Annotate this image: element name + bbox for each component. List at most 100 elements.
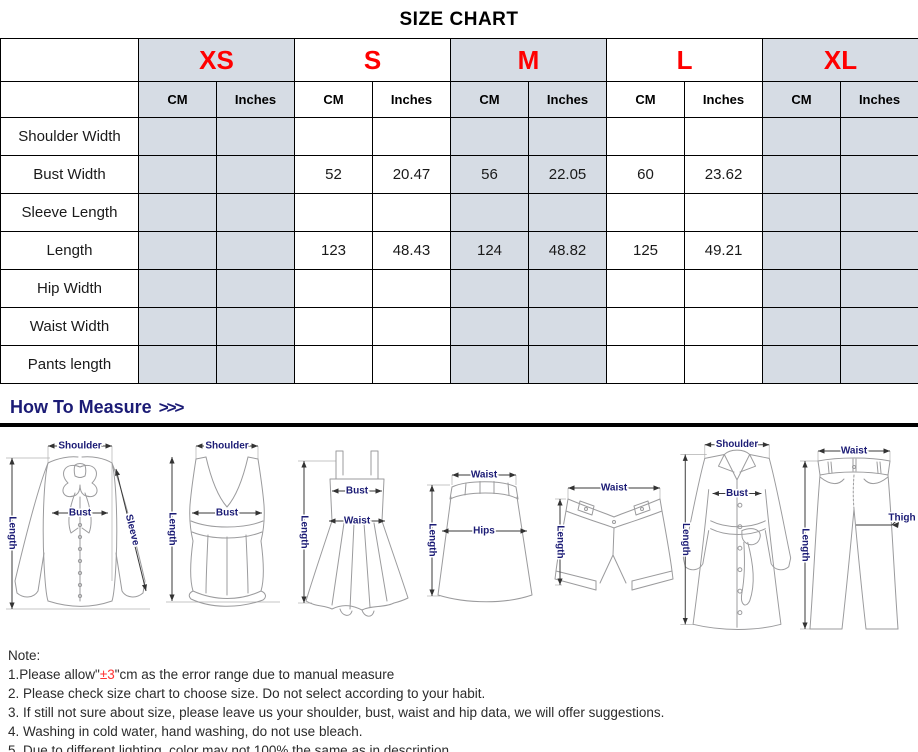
size-header-xs: XS: [138, 38, 295, 82]
error-range-value: ±3: [99, 667, 115, 682]
value-cell: [294, 193, 373, 232]
value-cell: [294, 345, 373, 384]
value-cell: [372, 269, 451, 308]
label-length: Length: [800, 528, 811, 561]
figure-skirt: Waist Hips Length: [425, 468, 533, 603]
value-cell: [216, 269, 295, 308]
value-cell: [606, 193, 686, 232]
value-cell: [762, 269, 842, 308]
value-cell: [294, 269, 373, 308]
value-cell: [216, 193, 295, 232]
value-cell: [216, 345, 295, 384]
value-cell: [840, 193, 918, 232]
label-length: Length: [555, 525, 566, 558]
row-label: Hip Width: [0, 269, 139, 308]
label-sleeve: Sleeve: [123, 513, 141, 547]
value-cell: 56: [450, 155, 529, 194]
figure-tank-top: Shoulder Length Bust: [165, 439, 280, 607]
value-cell: [606, 345, 686, 384]
size-header-m: M: [449, 38, 608, 82]
value-cell: [840, 231, 918, 270]
value-cell: 48.82: [527, 231, 608, 270]
unit-header-l-cm: CM: [606, 81, 686, 118]
value-cell: [450, 307, 529, 346]
value-cell: [138, 307, 217, 346]
label-length: Length: [427, 523, 438, 556]
unit-header-l-inches: Inches: [684, 81, 764, 118]
figure-blouse: Shoulder Length Bust Sleeve: [5, 439, 150, 610]
note-line-4: 4. Washing in cold water, hand washing, …: [8, 724, 363, 739]
value-cell: 23.62: [684, 155, 764, 194]
unit-header-xl-inches: Inches: [840, 81, 918, 118]
value-cell: [450, 345, 529, 384]
value-cell: [840, 345, 918, 384]
unit-header-m-inches: Inches: [527, 81, 608, 118]
measure-figures: Shoulder Length Bust Sleeve Shoulder Len…: [0, 433, 918, 638]
value-cell: [216, 155, 295, 194]
note-line-5: 5. Due to different lighting, color may …: [8, 743, 453, 752]
unit-header-xs-inches: Inches: [216, 81, 295, 118]
figure-coat: Shoulder Length Bust: [678, 438, 792, 630]
figure-shorts: Waist Length: [553, 481, 674, 591]
figure-pants: Waist Length Thigh: [798, 444, 917, 630]
how-to-measure-heading: How To Measure >>>: [0, 397, 918, 418]
label-thigh: Thigh: [888, 513, 915, 524]
label-hips: Hips: [473, 526, 495, 537]
value-cell: [762, 193, 842, 232]
label-shoulder: Shoulder: [205, 441, 248, 452]
value-cell: [138, 155, 217, 194]
unit-header-s-inches: Inches: [372, 81, 451, 118]
label-waist: Waist: [471, 470, 498, 481]
label-shoulder: Shoulder: [716, 439, 758, 450]
label-length: Length: [680, 523, 691, 556]
note-line-2: 2. Please check size chart to choose siz…: [8, 686, 486, 701]
value-cell: [294, 307, 373, 346]
figure-dress: Length Bust Waist: [297, 450, 409, 617]
value-cell: [684, 345, 764, 384]
value-cell: 52: [294, 155, 373, 194]
value-cell: [372, 307, 451, 346]
value-cell: [762, 307, 842, 346]
value-cell: [762, 345, 842, 384]
label-bust: Bust: [69, 508, 92, 519]
value-cell: [762, 155, 842, 194]
unit-header-xs-cm: CM: [138, 81, 217, 118]
unit-corner-cell: [0, 81, 139, 118]
unit-header-m-cm: CM: [450, 81, 529, 118]
size-header-l: L: [606, 38, 764, 82]
size-header-s: S: [294, 38, 451, 82]
row-label: Length: [0, 231, 139, 270]
page-title: SIZE CHART: [399, 9, 519, 30]
chevrons-icon: >>>: [158, 398, 185, 417]
value-cell: [138, 117, 217, 156]
value-cell: [762, 117, 842, 156]
value-cell: 22.05: [527, 155, 608, 194]
size-header-xl: XL: [762, 38, 918, 82]
value-cell: [527, 269, 608, 308]
label-bust: Bust: [216, 508, 239, 519]
value-cell: 48.43: [372, 231, 451, 270]
value-cell: 20.47: [372, 155, 451, 194]
notes-heading: Note:: [8, 648, 41, 663]
value-cell: [527, 193, 608, 232]
label-length: Length: [299, 515, 310, 548]
value-cell: [138, 345, 217, 384]
value-cell: [450, 117, 529, 156]
label-shoulder: Shoulder: [58, 441, 101, 452]
label-waist: Waist: [344, 516, 371, 527]
value-cell: 60: [606, 155, 686, 194]
value-cell: [684, 193, 764, 232]
value-cell: [840, 117, 918, 156]
value-cell: [840, 307, 918, 346]
value-cell: [684, 117, 764, 156]
note-line-1: 1.Please allow"±3"cm as the error range …: [8, 667, 395, 682]
value-cell: 124: [450, 231, 529, 270]
value-cell: 49.21: [684, 231, 764, 270]
unit-header-s-cm: CM: [294, 81, 373, 118]
value-cell: [138, 269, 217, 308]
row-label: Shoulder Width: [0, 117, 139, 156]
value-cell: [684, 307, 764, 346]
value-cell: [527, 117, 608, 156]
notes: Note: 1.Please allow"±3"cm as the error …: [0, 646, 918, 752]
